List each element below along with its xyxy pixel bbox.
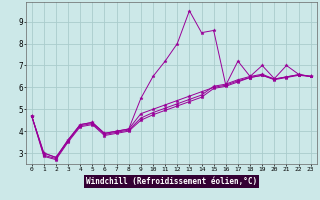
X-axis label: Windchill (Refroidissement éolien,°C): Windchill (Refroidissement éolien,°C) bbox=[86, 177, 257, 186]
